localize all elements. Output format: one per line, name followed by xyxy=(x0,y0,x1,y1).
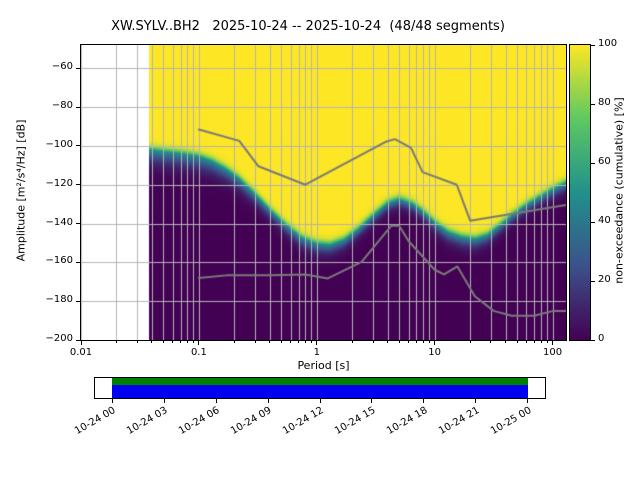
y-tick-label: −120 xyxy=(45,177,73,189)
colorbar-frame xyxy=(569,44,591,341)
y-tick-label: −160 xyxy=(45,255,73,267)
timeline-tick-mark xyxy=(423,399,425,403)
timeline-tick-label: 10-24 12 xyxy=(281,405,326,438)
timeline-tick-label: 10-24 21 xyxy=(436,405,482,438)
colorbar-tick-mark xyxy=(591,221,595,223)
y-tick-label: −60 xyxy=(51,61,73,73)
timeline-tick-mark xyxy=(475,399,477,403)
y-tick-label: −200 xyxy=(45,333,73,344)
colorbar-gradient xyxy=(570,45,590,340)
timeline-tick-label: 10-24 09 xyxy=(229,405,274,438)
timeline-tick-label: 10-25 00 xyxy=(488,405,534,438)
colorbar-tick-mark xyxy=(591,162,595,164)
colorbar-tick-mark xyxy=(591,103,595,105)
x-tick-label: 1 xyxy=(313,347,320,358)
x-tick-label: 100 xyxy=(543,347,563,358)
timeline-tick-mark xyxy=(371,399,373,403)
timeline-tick-label: 10-24 06 xyxy=(177,405,222,438)
timeline-tick-mark xyxy=(319,399,321,403)
y-tick-label: −140 xyxy=(45,216,73,228)
y-tick-label: −100 xyxy=(45,138,73,150)
timeline-tick-mark xyxy=(215,399,217,403)
x-tick-label: 10 xyxy=(428,347,442,358)
timeline-tick-mark xyxy=(163,399,165,403)
y-tick-label: −80 xyxy=(51,100,73,112)
timeline-tick-label: 10-24 03 xyxy=(125,405,170,438)
colorbar-tick-mark xyxy=(591,339,595,341)
x-tick-label: 0.01 xyxy=(69,347,93,358)
chart-title: XW.SYLV..BH2 2025-10-24 -- 2025-10-24 (4… xyxy=(111,19,505,34)
x-tick-label: 0.1 xyxy=(190,347,207,358)
timeline-tick-label: 10-24 18 xyxy=(384,405,430,438)
timeline-tick-mark xyxy=(527,399,529,403)
colorbar-label: non-exceedance (cumulative) [%] xyxy=(612,97,626,284)
plot-axes-frame xyxy=(80,44,567,341)
colorbar-tick-mark xyxy=(591,280,595,282)
y-axis-label: Amplitude [m²/s⁴/Hz] [dB] xyxy=(14,119,28,262)
timeline-tick-mark xyxy=(267,399,269,403)
colorbar-tick-mark xyxy=(591,44,595,46)
ppsd-heatmap-canvas xyxy=(81,45,566,340)
coverage-timeline-frame xyxy=(94,377,546,399)
timeline-tick-label: 10-24 00 xyxy=(73,405,118,438)
x-axis-label: Period [s] xyxy=(297,359,350,372)
y-tick-label: −180 xyxy=(45,294,73,306)
timeline-tick-label: 10-24 15 xyxy=(332,405,378,438)
timeline-tick-mark xyxy=(111,399,113,403)
